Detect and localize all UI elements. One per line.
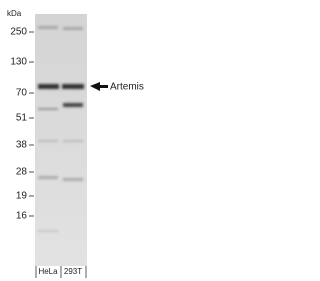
figure: kDa 250 130 70 51 38 28 19 16 Artemis HeLa 293T [7, 9, 144, 278]
unit-label: kDa [7, 9, 22, 18]
arrow [90, 82, 108, 91]
band-label: Artemis [110, 82, 144, 93]
marker-label: 70 [16, 88, 28, 99]
marker-label: 250 [10, 27, 27, 38]
bands [38, 26, 84, 232]
markers: 250 130 70 51 38 28 19 16 [10, 27, 34, 222]
marker-label: 51 [16, 113, 28, 124]
marker-label: 130 [10, 57, 27, 68]
marker-label: 28 [16, 167, 28, 178]
lane-label: 293T [64, 267, 82, 276]
marker-label: 19 [16, 191, 28, 202]
page: {"unit_label": "kDa", "markers": [250, 1… [0, 0, 150, 281]
lane-label: HeLa [38, 267, 58, 276]
marker-label: 16 [16, 211, 28, 222]
marker-label: 38 [16, 140, 28, 151]
